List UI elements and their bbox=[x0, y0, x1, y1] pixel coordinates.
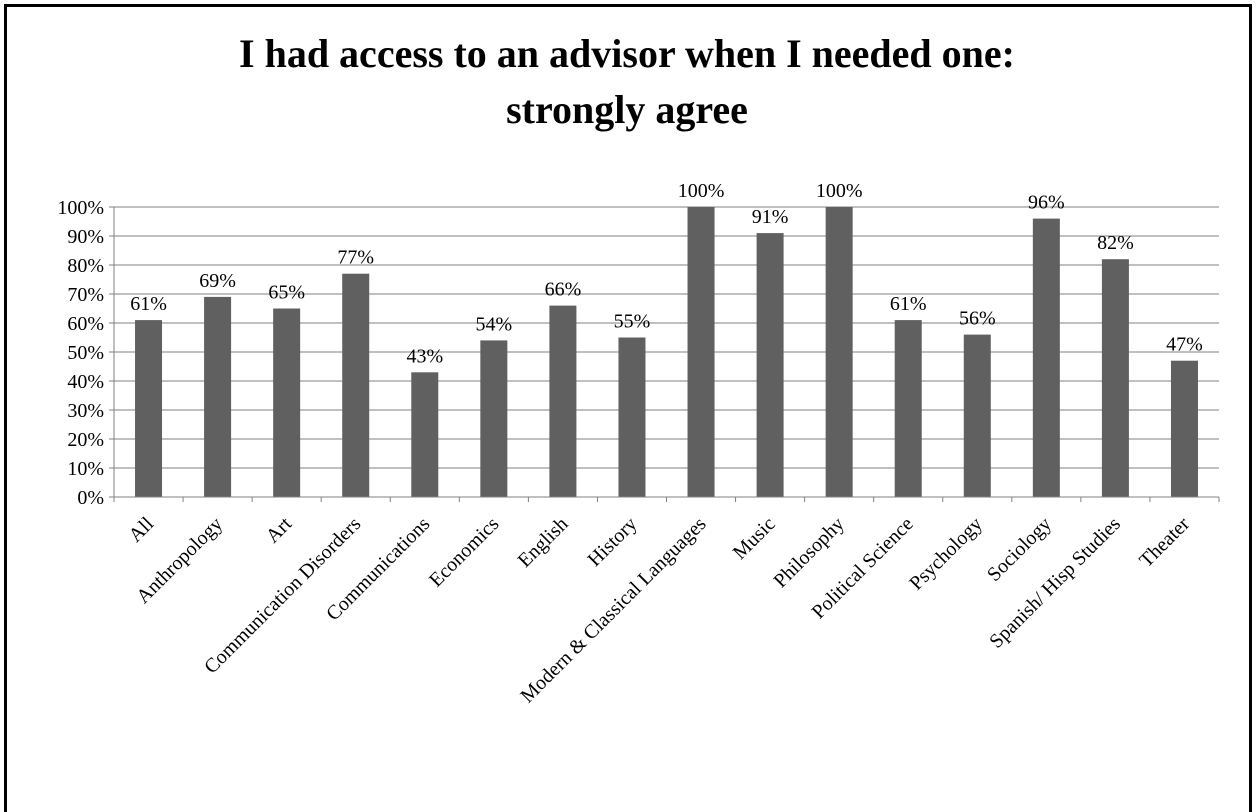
data-labels: 61% 69% 65% 77% 43% 54% 66% 55% 100% 91% 100% 61% 56… bbox=[130, 180, 1203, 367]
category-label: Psychology bbox=[905, 513, 987, 595]
data-label: 96% bbox=[1028, 192, 1065, 214]
y-tick-label: 70% bbox=[67, 284, 104, 306]
bar bbox=[411, 372, 439, 497]
y-tick-label: 0% bbox=[77, 487, 104, 509]
bar bbox=[204, 296, 232, 497]
bar bbox=[342, 273, 370, 497]
bar bbox=[825, 207, 853, 497]
y-tick-label: 90% bbox=[67, 226, 104, 248]
data-label: 55% bbox=[614, 311, 651, 333]
bar bbox=[1101, 259, 1129, 497]
bar bbox=[480, 340, 508, 497]
bar bbox=[273, 308, 301, 497]
y-tick-label: 40% bbox=[67, 371, 104, 393]
y-tick-label: 100% bbox=[57, 197, 104, 219]
category-label: All bbox=[124, 513, 158, 547]
category-label: Sociology bbox=[983, 513, 1056, 586]
y-tick-label: 50% bbox=[67, 342, 104, 364]
bar bbox=[756, 233, 784, 497]
category-label: Economics bbox=[425, 513, 504, 592]
data-label: 61% bbox=[130, 293, 167, 315]
chart-frame: I had access to an advisor when I needed… bbox=[4, 4, 1252, 812]
bar bbox=[963, 334, 991, 497]
bar bbox=[1032, 218, 1060, 497]
data-label: 54% bbox=[476, 313, 513, 335]
bar bbox=[618, 337, 646, 497]
y-tick-label: 30% bbox=[67, 400, 104, 422]
data-label: 65% bbox=[268, 282, 305, 304]
data-label: 47% bbox=[1166, 334, 1203, 356]
category-label: English bbox=[514, 513, 573, 572]
category-label: Theater bbox=[1135, 513, 1194, 572]
data-label: 82% bbox=[1097, 232, 1134, 254]
data-label: 91% bbox=[752, 206, 789, 228]
category-label: History bbox=[584, 513, 642, 571]
bar bbox=[1170, 360, 1198, 497]
category-label: Art bbox=[262, 513, 297, 548]
chart-title-line-1: I had access to an advisor when I needed… bbox=[239, 31, 1015, 76]
bar bbox=[135, 320, 163, 497]
y-tick-label: 20% bbox=[67, 429, 104, 451]
y-tick-label: 60% bbox=[67, 313, 104, 335]
category-label: Music bbox=[729, 513, 780, 564]
data-label: 56% bbox=[959, 308, 996, 330]
chart-title-line-2: strongly agree bbox=[506, 87, 748, 132]
y-tick-label: 80% bbox=[67, 255, 104, 277]
bars bbox=[135, 207, 1198, 497]
category-label: Spanish/ Hisp Studies bbox=[985, 513, 1125, 653]
data-label: 77% bbox=[337, 247, 374, 269]
bar-chart: I had access to an advisor when I needed… bbox=[57, 31, 1220, 708]
bar bbox=[687, 207, 715, 497]
data-label: 61% bbox=[890, 293, 927, 315]
bar bbox=[894, 320, 922, 497]
data-label: 100% bbox=[678, 180, 725, 202]
y-tick-label: 10% bbox=[67, 458, 104, 480]
bar bbox=[549, 305, 577, 497]
data-label: 100% bbox=[816, 180, 863, 202]
data-label: 66% bbox=[545, 279, 582, 301]
data-label: 43% bbox=[406, 345, 443, 367]
axes: 0% 10% 20% 30% 40% 50% 60% 70% 80% 90% 100% bbox=[57, 197, 1220, 509]
data-label: 69% bbox=[199, 270, 236, 292]
